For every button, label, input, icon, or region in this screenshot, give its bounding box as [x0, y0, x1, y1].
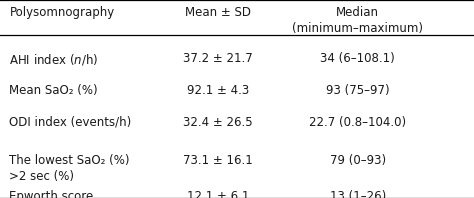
Text: 79 (0–93): 79 (0–93) [330, 154, 386, 168]
Text: 92.1 ± 4.3: 92.1 ± 4.3 [187, 84, 249, 97]
Text: 34 (6–108.1): 34 (6–108.1) [320, 52, 395, 66]
Text: Mean SaO₂ (%): Mean SaO₂ (%) [9, 84, 98, 97]
Text: AHI index ($n$/h): AHI index ($n$/h) [9, 52, 99, 68]
Text: 12.1 ± 6.1: 12.1 ± 6.1 [187, 190, 249, 198]
Text: Mean ± SD: Mean ± SD [185, 6, 251, 19]
Text: 73.1 ± 16.1: 73.1 ± 16.1 [183, 154, 253, 168]
Text: The lowest SaO₂ (%)
>2 sec (%): The lowest SaO₂ (%) >2 sec (%) [9, 154, 130, 183]
Text: Median
(minimum–maximum): Median (minimum–maximum) [292, 6, 423, 35]
Text: 22.7 (0.8–104.0): 22.7 (0.8–104.0) [310, 116, 406, 129]
Text: 37.2 ± 21.7: 37.2 ± 21.7 [183, 52, 253, 66]
Text: 93 (75–97): 93 (75–97) [326, 84, 390, 97]
Text: ODI index (events/h): ODI index (events/h) [9, 116, 132, 129]
Text: Polysomnography: Polysomnography [9, 6, 115, 19]
Text: Epworth score: Epworth score [9, 190, 94, 198]
Text: 13 (1–26): 13 (1–26) [330, 190, 386, 198]
Text: 32.4 ± 26.5: 32.4 ± 26.5 [183, 116, 253, 129]
